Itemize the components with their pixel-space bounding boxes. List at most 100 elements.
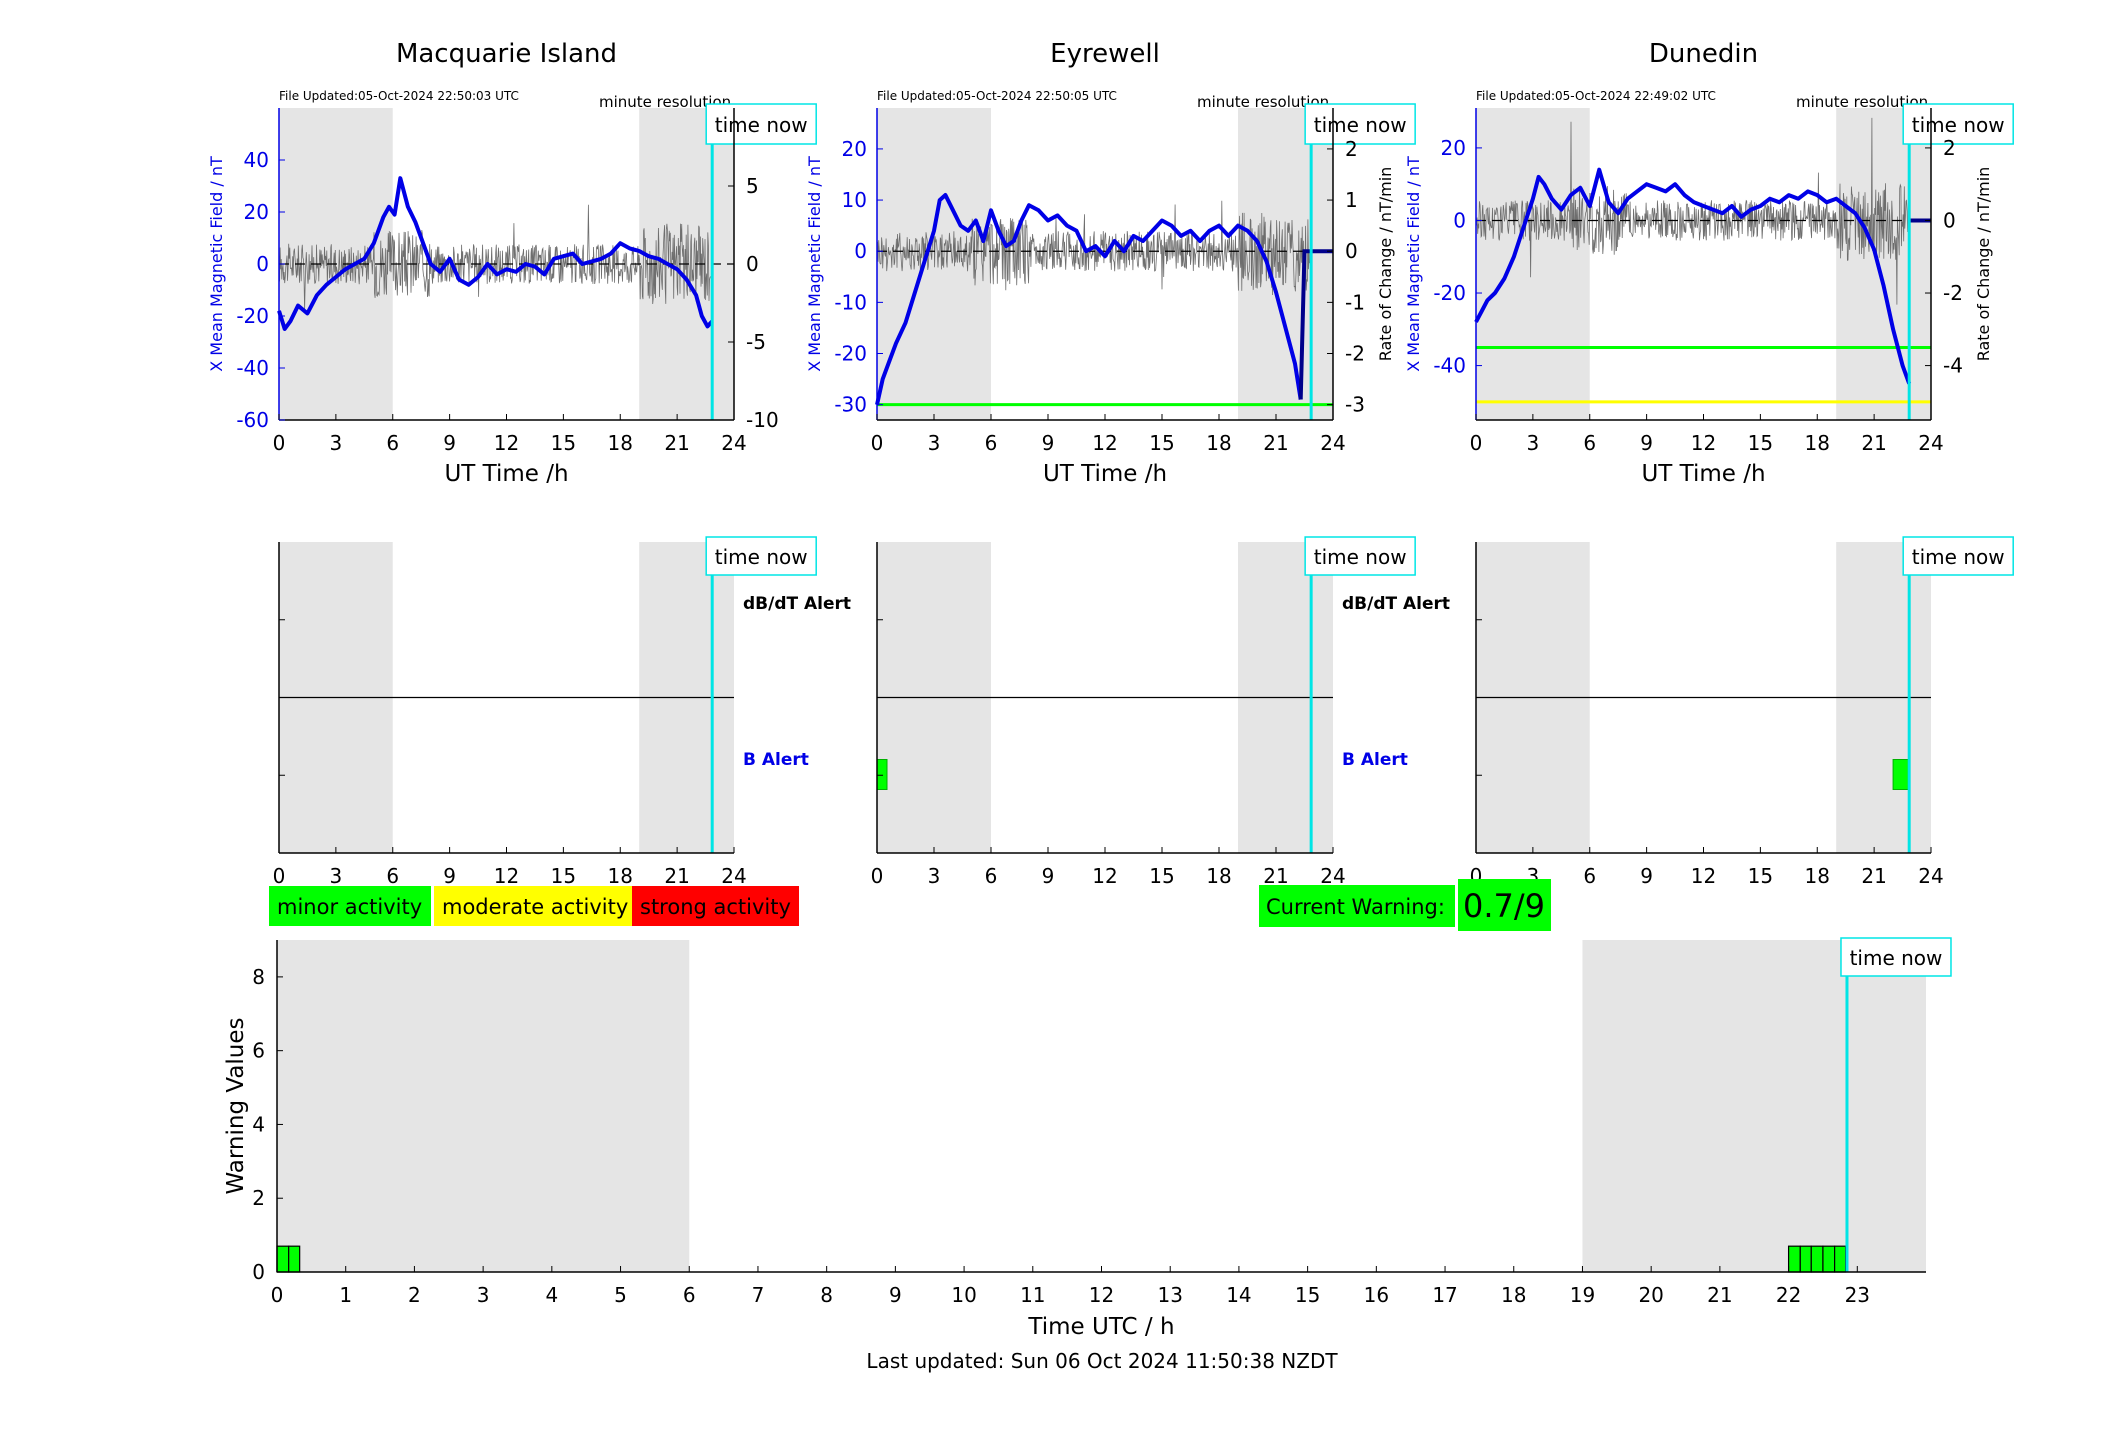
left-tick-label: 20 <box>244 200 269 224</box>
station-title: Macquarie Island <box>396 39 617 69</box>
time-now-box: time now <box>1304 536 1416 576</box>
current-warning-value: 0.7/9 <box>1463 887 1545 925</box>
x-tick-label: 24 <box>1320 864 1345 888</box>
x-tick-label: 24 <box>1918 864 1943 888</box>
station-panel-1: Eyrewell File Updated:05-Oct-2024 22:50:0… <box>805 39 1416 487</box>
warning-bar <box>276 1245 290 1273</box>
x-tick-label: 6 <box>386 864 399 888</box>
right-tick-label: 5 <box>746 174 759 198</box>
left-tick-label: 0 <box>854 239 867 263</box>
file-updated-label: File Updated:05-Oct-2024 22:50:05 UTC <box>877 89 1117 103</box>
legend-label: minor activity <box>277 895 422 919</box>
x-tick-label: 3 <box>928 864 941 888</box>
x-tick-label: 12 <box>1092 864 1117 888</box>
y-tick-label: 0 <box>252 1260 265 1284</box>
field-series-line <box>1474 167 1912 385</box>
field-post-now-line <box>1298 249 1333 400</box>
x-tick-label: 6 <box>1583 431 1596 455</box>
x-tick-label: 18 <box>1805 431 1830 455</box>
x-axis-label: Time UTC / h <box>1027 1314 1174 1340</box>
field-series-line <box>875 193 1303 406</box>
x-tick-label: 11 <box>1020 1283 1045 1307</box>
left-tick-label: -10 <box>834 290 867 314</box>
x-tick-label: 15 <box>1295 1283 1320 1307</box>
time-now-box: time now <box>1902 103 2014 145</box>
x-tick-label: 9 <box>889 1283 902 1307</box>
right-tick-label: 2 <box>1345 137 1358 161</box>
left-tick-label: 20 <box>842 137 867 161</box>
x-tick-label: 3 <box>1527 431 1540 455</box>
y-tick-label: 4 <box>252 1112 265 1136</box>
right-tick-label: -2 <box>1943 281 1963 305</box>
x-tick-label: 16 <box>1364 1283 1389 1307</box>
right-y-label: Rate of Change / nT/min <box>1974 167 1993 362</box>
x-tick-label: 9 <box>1640 431 1653 455</box>
x-tick-label: 0 <box>271 1283 284 1307</box>
x-tick-label: 18 <box>1805 864 1830 888</box>
x-tick-label: 21 <box>664 431 689 455</box>
left-tick-label: 40 <box>244 148 269 172</box>
x-tick-label: 15 <box>551 864 576 888</box>
x-tick-label: 4 <box>545 1283 558 1307</box>
x-axis-label: UT Time /h <box>1043 461 1167 487</box>
legend-strong: strong activity <box>632 886 799 926</box>
legend-label: moderate activity <box>442 895 628 919</box>
left-y-label: X Mean Magnetic Field / nT <box>207 156 226 372</box>
legend-swatch <box>269 886 431 926</box>
x-tick-label: 9 <box>1640 864 1653 888</box>
x-tick-label: 12 <box>494 864 519 888</box>
x-tick-label: 12 <box>1691 864 1716 888</box>
alert-panel-1: time now 0 3 6 9 12 15 18 21 24 dB/dT Alert B Alert <box>871 536 1450 888</box>
night-band <box>277 940 690 1272</box>
x-axis-label: UT Time /h <box>1641 461 1765 487</box>
x-tick-label: 21 <box>1861 864 1886 888</box>
x-tick-label: 21 <box>1263 431 1288 455</box>
x-tick-label: 9 <box>443 431 456 455</box>
right-tick-label: 0 <box>1345 239 1358 263</box>
x-tick-label: 3 <box>330 864 343 888</box>
x-tick-label: 18 <box>608 431 633 455</box>
left-tick-label: -30 <box>834 393 867 417</box>
x-tick-label: 12 <box>494 431 519 455</box>
time-now-frame <box>1304 536 1416 576</box>
x-tick-label: 14 <box>1226 1283 1251 1307</box>
x-tick-label: 6 <box>683 1283 696 1307</box>
x-tick-label: 15 <box>1149 431 1174 455</box>
left-y-label: X Mean Magnetic Field / nT <box>805 156 824 372</box>
x-tick-label: 24 <box>721 431 746 455</box>
b-alert-bar <box>876 759 888 790</box>
warning-bar <box>1787 1245 1801 1273</box>
left-y-label: X Mean Magnetic Field / nT <box>1404 156 1423 372</box>
b-alert-label: B Alert <box>1342 750 1408 770</box>
x-axis-label: UT Time /h <box>444 461 568 487</box>
x-tick-label: 23 <box>1845 1283 1870 1307</box>
left-tick-label: 0 <box>256 252 269 276</box>
left-tick-label: -20 <box>1433 281 1466 305</box>
b-alert-label: B Alert <box>743 750 809 770</box>
x-tick-label: 0 <box>871 431 884 455</box>
x-tick-label: 15 <box>1149 864 1174 888</box>
y-tick-label: 6 <box>252 1039 265 1063</box>
x-tick-label: 7 <box>752 1283 765 1307</box>
time-now-frame <box>1304 103 1416 145</box>
x-tick-label: 24 <box>1918 431 1943 455</box>
legend-label: strong activity <box>640 895 791 919</box>
right-tick-label: -5 <box>746 330 766 354</box>
time-now-frame <box>705 536 817 576</box>
last-updated-label: Last updated: Sun 06 Oct 2024 11:50:38 N… <box>866 1349 1338 1373</box>
right-tick-label: 0 <box>1943 208 1956 232</box>
time-now-label: time now <box>715 545 808 569</box>
activity-legend: minor activity moderate activity strong ac… <box>269 886 799 926</box>
time-now-label: time now <box>1912 545 2005 569</box>
x-tick-label: 12 <box>1089 1283 1114 1307</box>
right-tick-label: 2 <box>1943 136 1956 160</box>
x-tick-label: 20 <box>1638 1283 1663 1307</box>
file-updated-label: File Updated:05-Oct-2024 22:49:02 UTC <box>1476 89 1716 103</box>
left-tick-label: -20 <box>236 304 269 328</box>
x-tick-label: 0 <box>273 431 286 455</box>
right-tick-label: 1 <box>1345 188 1358 212</box>
x-tick-label: 3 <box>330 431 343 455</box>
